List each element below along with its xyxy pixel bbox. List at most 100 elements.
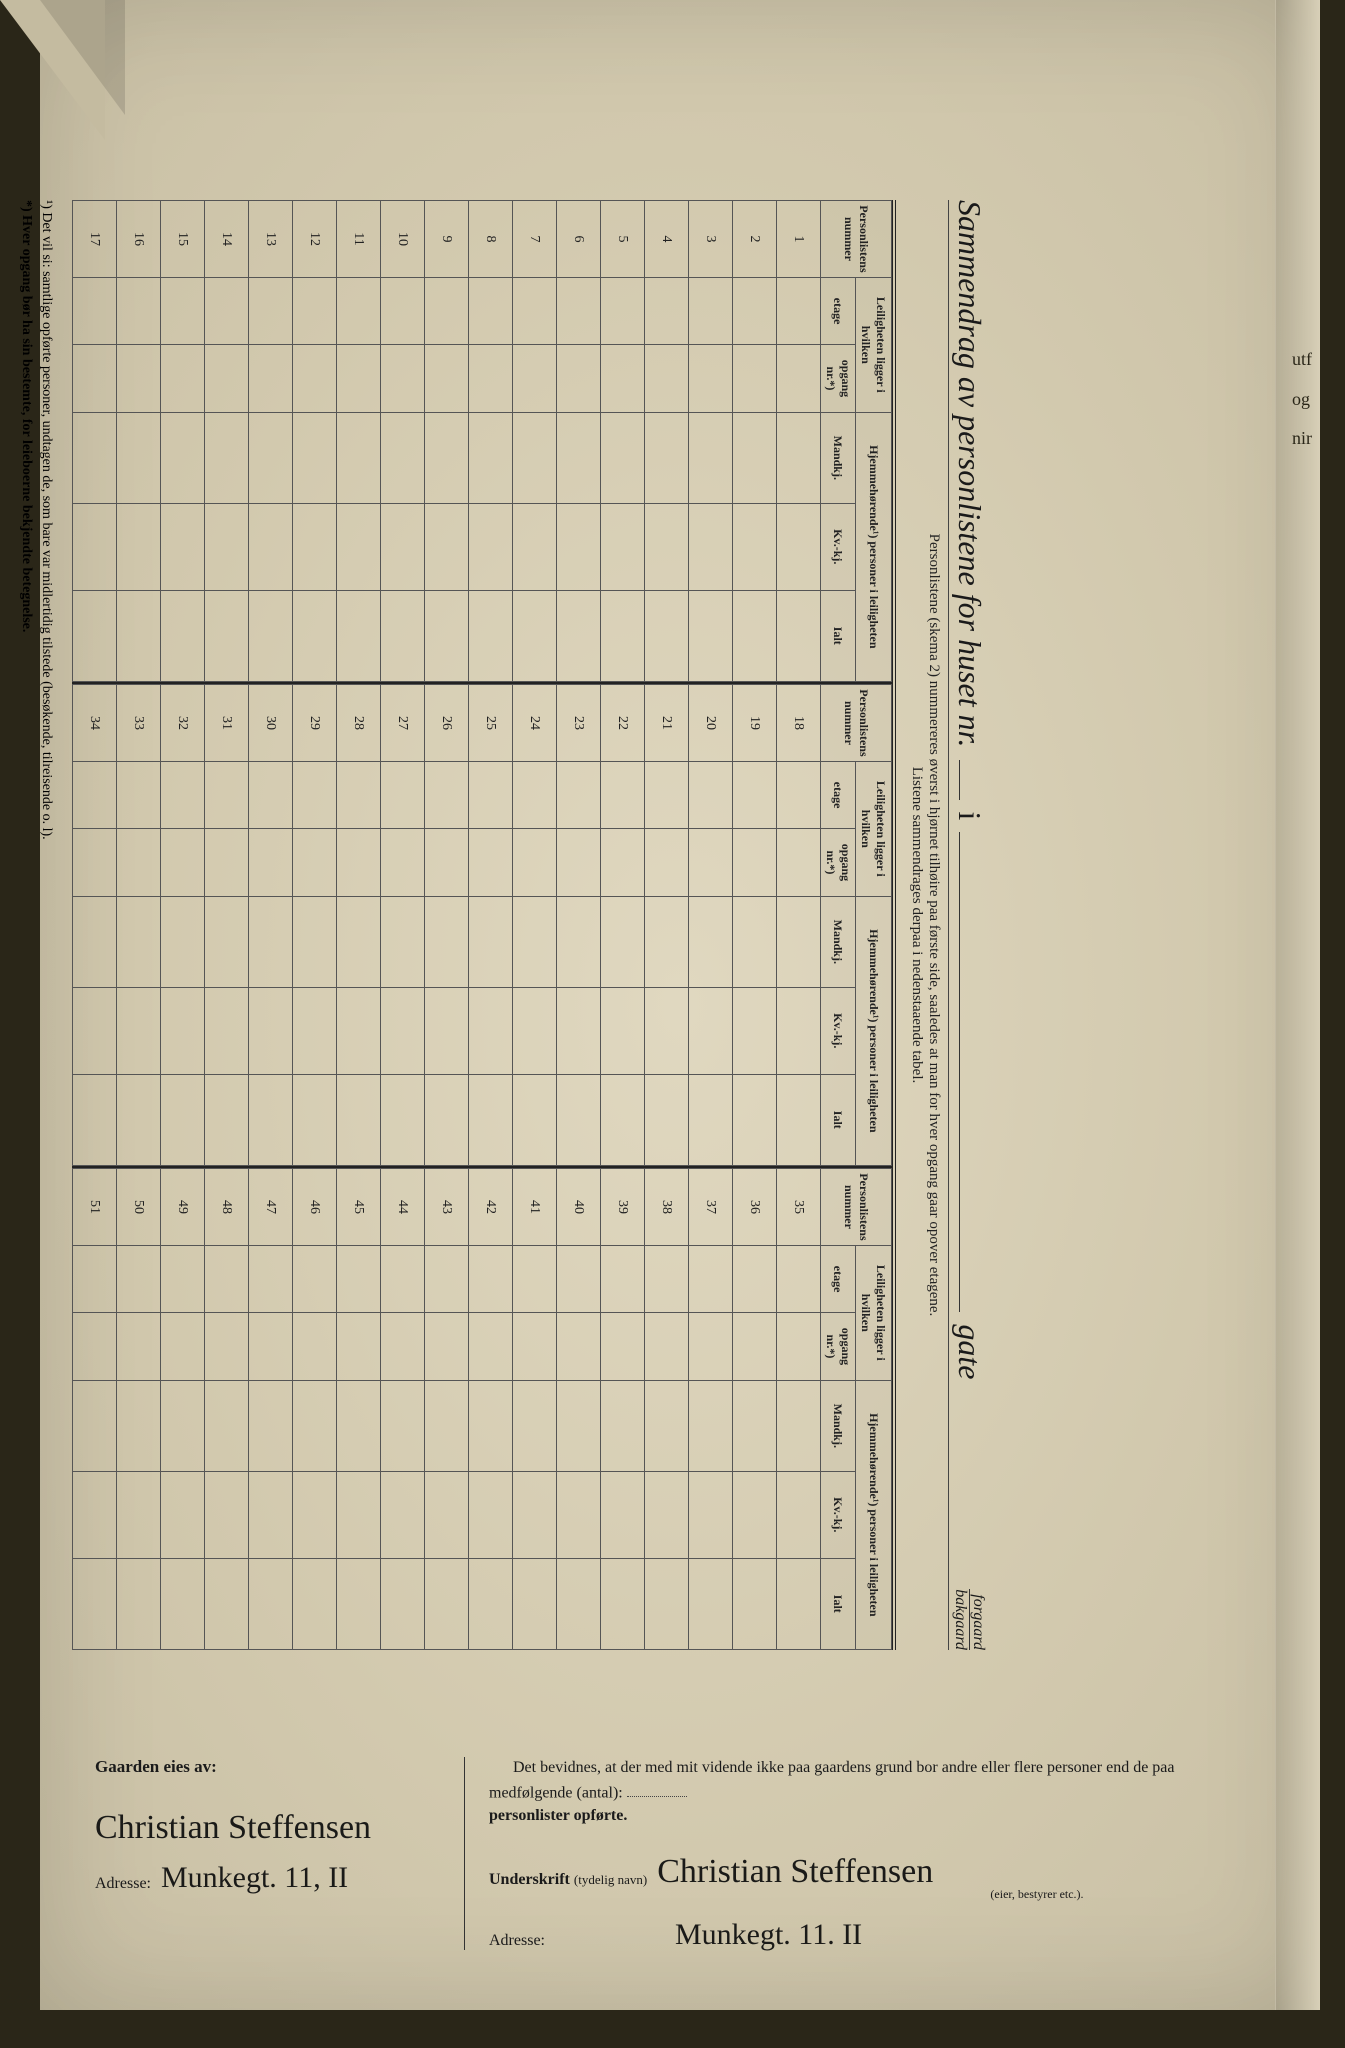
cell-mandkj [557, 896, 601, 987]
cell-mandkj [117, 896, 161, 987]
cell-mandkj [689, 412, 733, 503]
cell-kvkj [601, 987, 645, 1074]
table-row: 31 [205, 685, 249, 1166]
table-row: 37 [689, 1169, 733, 1650]
cell-opgang [557, 829, 601, 896]
cell-etage [161, 761, 205, 828]
table-row: 9 [425, 201, 469, 682]
cell-ialt [425, 590, 469, 681]
cell-ialt [689, 1074, 733, 1165]
cell-kvkj [249, 1471, 293, 1558]
signature-right: Det bevidnes, at der med mit vidende ikk… [465, 1757, 1245, 1950]
row-number: 4 [645, 201, 689, 278]
cell-ialt [557, 590, 601, 681]
form-title-row: Sammendrag av personlistene for huset nr… [948, 200, 988, 1650]
cell-mandkj [689, 896, 733, 987]
row-number: 14 [205, 201, 249, 278]
row-number: 37 [689, 1169, 733, 1246]
cell-mandkj [601, 896, 645, 987]
rotated-form-block: Sammendrag av personlistene for huset nr… [0, 200, 988, 1070]
cell-opgang [425, 345, 469, 412]
cell-mandkj [689, 1380, 733, 1471]
cell-etage [557, 277, 601, 344]
cell-etage [337, 1245, 381, 1312]
cell-kvkj [777, 1471, 821, 1558]
table-section: Personlistens nummer Leiligheten ligger … [72, 684, 892, 1168]
row-number: 49 [161, 1169, 205, 1246]
cell-etage [557, 761, 601, 828]
table-row: 34 [73, 685, 117, 1166]
cell-opgang [205, 1313, 249, 1380]
cell-kvkj [205, 987, 249, 1074]
cell-kvkj [293, 1471, 337, 1558]
table-row: 50 [117, 1169, 161, 1650]
row-number: 2 [733, 201, 777, 278]
cell-opgang [777, 345, 821, 412]
cell-kvkj [733, 987, 777, 1074]
cell-mandkj [601, 1380, 645, 1471]
cell-opgang [381, 1313, 425, 1380]
table-row: 10 [381, 201, 425, 682]
cell-kvkj [689, 987, 733, 1074]
row-number: 23 [557, 685, 601, 762]
cell-ialt [337, 590, 381, 681]
cell-etage [689, 761, 733, 828]
cell-ialt [205, 590, 249, 681]
cell-mandkj [645, 412, 689, 503]
cell-etage [557, 1245, 601, 1312]
cell-mandkj [293, 1380, 337, 1471]
row-number: 48 [205, 1169, 249, 1246]
table-row: 18 [777, 685, 821, 1166]
cell-kvkj [249, 987, 293, 1074]
cell-mandkj [777, 412, 821, 503]
cell-etage [425, 761, 469, 828]
cell-ialt [161, 590, 205, 681]
cell-kvkj [117, 503, 161, 590]
paper-sheet: utf og nir Sammendrag av personlistene f… [40, 0, 1320, 2010]
cell-ialt [777, 590, 821, 681]
table-row: 15 [161, 201, 205, 682]
row-number: 40 [557, 1169, 601, 1246]
cell-etage [381, 1245, 425, 1312]
row-number: 24 [513, 685, 557, 762]
row-number: 45 [337, 1169, 381, 1246]
cell-mandkj [337, 412, 381, 503]
cell-opgang [733, 345, 777, 412]
cell-etage [513, 1245, 557, 1312]
cell-ialt [557, 1074, 601, 1165]
adresse-label-right: Adresse: [489, 1932, 545, 1950]
cell-opgang [557, 345, 601, 412]
row-number: 20 [689, 685, 733, 762]
row-number: 33 [117, 685, 161, 762]
row-number: 22 [601, 685, 645, 762]
table-row: 13 [249, 201, 293, 682]
table-row: 24 [513, 685, 557, 1166]
bakgaard-label: bakgaard [951, 1589, 970, 1650]
cell-ialt [513, 1074, 557, 1165]
row-number: 29 [293, 685, 337, 762]
cell-opgang [645, 829, 689, 896]
th-leiligheten: Leiligheten ligger i hvilken [856, 277, 892, 412]
cell-kvkj [117, 987, 161, 1074]
cell-kvkj [601, 503, 645, 590]
cell-mandkj [337, 1380, 381, 1471]
row-number: 43 [425, 1169, 469, 1246]
cell-ialt [249, 1074, 293, 1165]
cell-mandkj [337, 896, 381, 987]
table-row: 47 [249, 1169, 293, 1650]
cell-etage [249, 1245, 293, 1312]
th-hjemmehorende: Hjemmehørende¹) personer i leiligheten [856, 896, 892, 1165]
cell-opgang [249, 1313, 293, 1380]
cell-ialt [205, 1558, 249, 1649]
cell-ialt [689, 590, 733, 681]
table-row: 39 [601, 1169, 645, 1650]
row-number: 51 [73, 1169, 117, 1246]
cell-kvkj [777, 987, 821, 1074]
cell-kvkj [601, 1471, 645, 1558]
cell-ialt [293, 1558, 337, 1649]
gate-label: gate [952, 1324, 988, 1379]
summary-table: Personlistens nummer Leiligheten ligger … [72, 1168, 892, 1650]
th-kvkj: Kv.-kj. [821, 503, 856, 590]
cell-kvkj [381, 503, 425, 590]
table-row: 41 [513, 1169, 557, 1650]
